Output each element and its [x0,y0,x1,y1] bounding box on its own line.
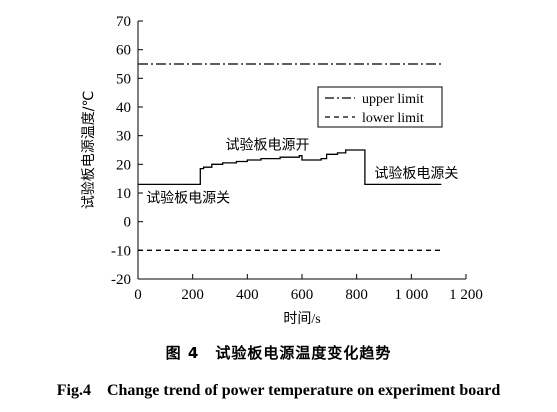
figure-caption-chinese: 图 4 试验板电源温度变化趋势 [165,344,392,362]
annotation-power-off-1: 试验板电源关 [146,190,230,206]
y-tick-label: 50 [116,71,131,87]
x-tick-label: 200 [181,287,204,303]
x-tick-label: 1 200 [449,287,483,303]
legend-upper-limit-label: upper limit [362,92,424,107]
y-axis-label: 试验板电源温度/℃ [81,91,97,209]
x-tick-label: 400 [236,287,259,303]
x-tick-label: 0 [134,287,142,303]
legend: upper limit lower limit [317,86,443,128]
legend-box [317,86,443,128]
y-tick-label: 70 [116,14,131,30]
figure-caption-english: Fig.4 Change trend of power temperature … [56,382,501,399]
y-tick-label: 20 [116,157,131,173]
x-tick-label: 1 000 [394,287,428,303]
x-axis-label: 时间/s [283,311,320,327]
y-tick-label: -10 [111,243,131,259]
annotation-power-on: 试验板电源开 [225,137,309,153]
temperature-line [138,149,442,186]
y-tick-label: 10 [116,186,131,202]
x-tick-label: 800 [345,287,368,303]
y-tick-label: -20 [111,272,131,288]
legend-lower-limit-label: lower limit [362,111,424,126]
annotation-power-off-2: 试验板电源关 [374,166,458,182]
x-tick-label: 600 [291,287,314,303]
chart-area: 0 200 400 600 800 1 000 1 200 -20 -10 0 10 20 30 40 50… [81,14,483,327]
y-tick-label: 0 [124,215,132,231]
y-tick-label: 40 [116,100,131,116]
y-tick-label: 60 [116,43,131,59]
y-tick-label: 30 [116,129,131,145]
